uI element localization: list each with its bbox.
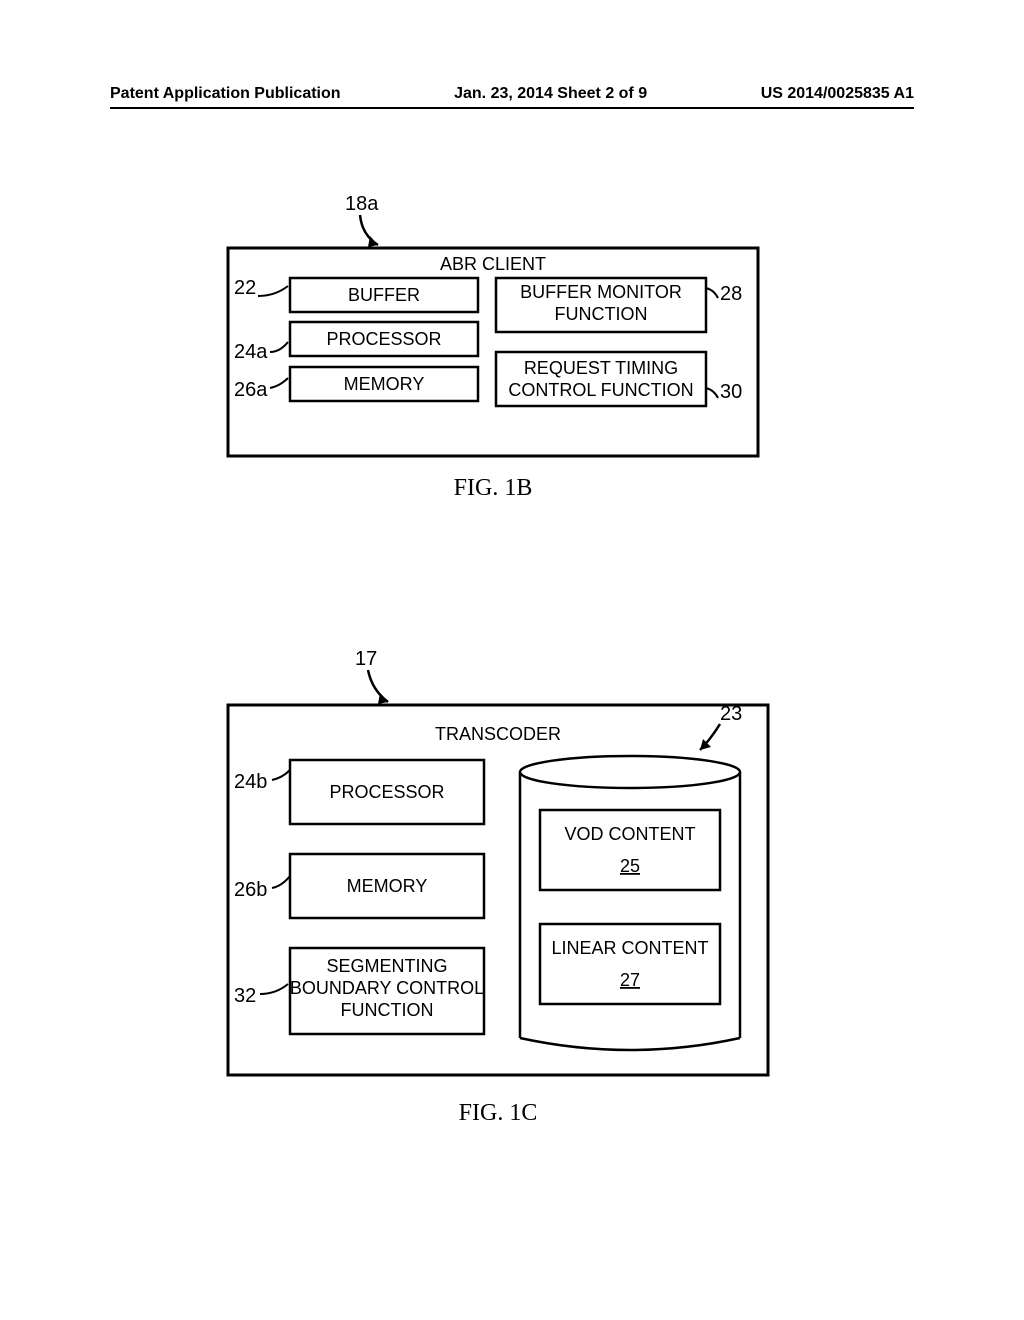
ref-17: 17 bbox=[355, 648, 377, 670]
fig-1b: 18a ABR CLIENT BUFFER 22 PROCESSOR 24a M… bbox=[228, 193, 758, 501]
lead-28 bbox=[706, 288, 718, 298]
req-timing-l2: CONTROL FUNCTION bbox=[508, 380, 693, 400]
arrow-18a bbox=[360, 215, 378, 245]
linear-box bbox=[540, 924, 720, 1004]
ref-26a: 26a bbox=[234, 379, 268, 401]
ref-24a: 24a bbox=[234, 341, 268, 363]
seg-l2: BOUNDARY CONTROL bbox=[290, 978, 484, 998]
seg-l3: FUNCTION bbox=[341, 1000, 434, 1020]
vod-box bbox=[540, 810, 720, 890]
ref-23: 23 bbox=[720, 703, 742, 725]
lead-24b bbox=[272, 770, 290, 780]
lead-30 bbox=[706, 388, 718, 398]
lead-32 bbox=[260, 984, 288, 994]
ref-22: 22 bbox=[234, 277, 256, 299]
req-timing-l1: REQUEST TIMING bbox=[524, 358, 678, 378]
ref-26b: 26b bbox=[234, 879, 267, 901]
processor-label-1c: PROCESSOR bbox=[329, 782, 444, 802]
ref-18a: 18a bbox=[345, 193, 379, 215]
arrow-17 bbox=[368, 670, 388, 702]
buf-mon-l1: BUFFER MONITOR bbox=[520, 282, 682, 302]
fig-1c: 17 TRANSCODER 23 PROCESSOR 24b MEMORY 26… bbox=[228, 648, 768, 1126]
diagram-svg: 18a ABR CLIENT BUFFER 22 PROCESSOR 24a M… bbox=[0, 0, 1024, 1320]
abr-client-title: ABR CLIENT bbox=[440, 254, 546, 274]
ref-28: 28 bbox=[720, 283, 742, 305]
seg-l1: SEGMENTING bbox=[326, 956, 447, 976]
processor-label-1b: PROCESSOR bbox=[326, 329, 441, 349]
lead-26b bbox=[272, 876, 290, 888]
fig1b-caption: FIG. 1B bbox=[454, 475, 533, 501]
ref-30: 30 bbox=[720, 381, 742, 403]
cylinder-icon bbox=[520, 756, 740, 1050]
transcoder-title: TRANSCODER bbox=[435, 724, 561, 744]
buf-mon-l2: FUNCTION bbox=[555, 304, 648, 324]
memory-label-1c: MEMORY bbox=[347, 876, 428, 896]
memory-label-1b: MEMORY bbox=[344, 374, 425, 394]
lead-26a bbox=[270, 378, 288, 388]
lead-24a bbox=[270, 342, 288, 352]
ref-32: 32 bbox=[234, 985, 256, 1007]
page: Patent Application Publication Jan. 23, … bbox=[0, 0, 1024, 1320]
vod-num: 25 bbox=[620, 856, 640, 876]
ref-24b: 24b bbox=[234, 771, 267, 793]
lin-num: 27 bbox=[620, 970, 640, 990]
vod-label: VOD CONTENT bbox=[564, 824, 695, 844]
lead-22 bbox=[258, 286, 288, 296]
fig1c-caption: FIG. 1C bbox=[459, 1100, 538, 1126]
lin-label: LINEAR CONTENT bbox=[551, 938, 708, 958]
buffer-label: BUFFER bbox=[348, 285, 420, 305]
